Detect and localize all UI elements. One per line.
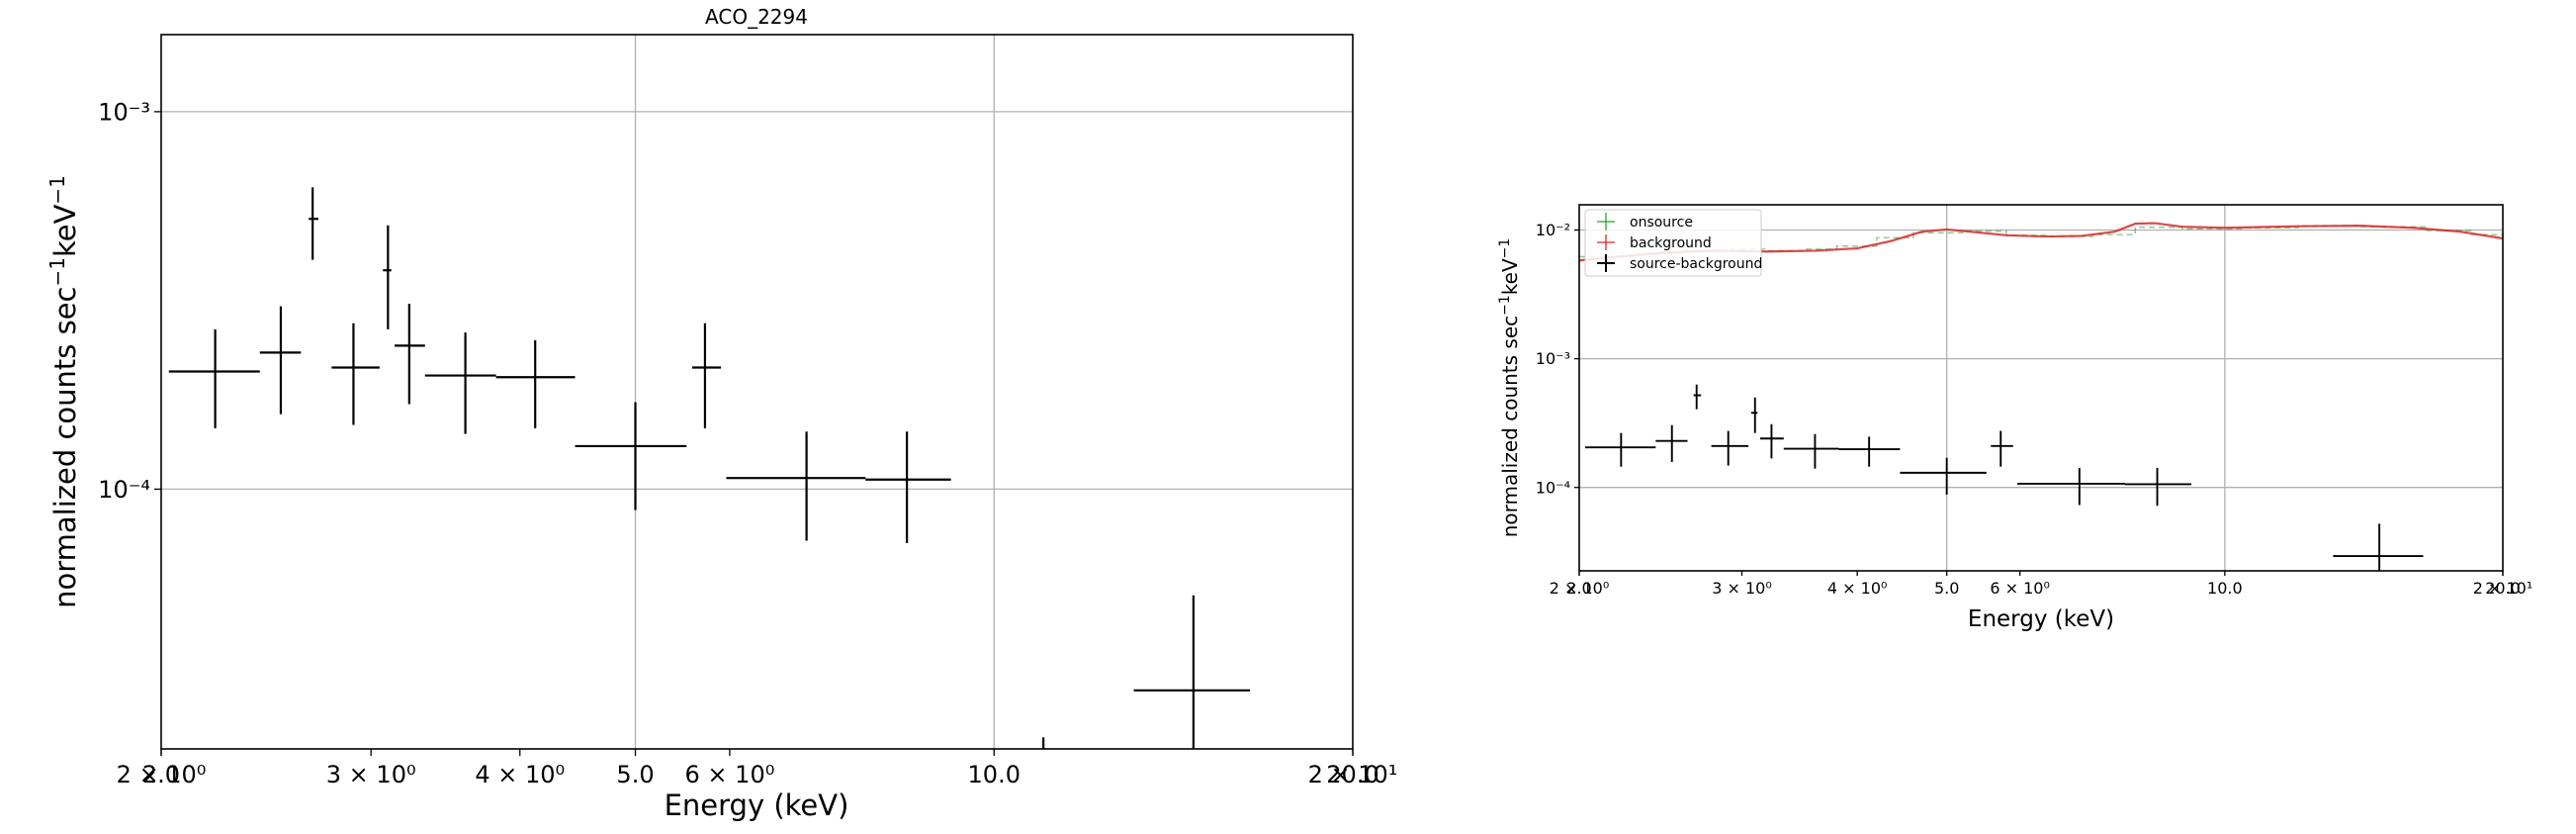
error-bar-point	[331, 323, 380, 425]
error-bar-point	[865, 431, 951, 543]
x-tick-label: 6 × 10⁰	[685, 761, 775, 788]
error-bar-point	[309, 187, 318, 260]
x-tick-label: 2 × 10⁰	[1550, 579, 1610, 598]
legend: onsource background source-background	[1584, 209, 1762, 277]
error-bar-point	[383, 225, 392, 329]
legend-item-onsource: onsource	[1597, 213, 1693, 231]
y-axis-label-kev: keV	[48, 204, 82, 257]
x-tick-label: 2 × 10¹	[2473, 579, 2533, 598]
x-tick-label: 2 × 10⁰	[117, 761, 207, 788]
error-bar-point	[726, 431, 866, 541]
legend-item-source-background: source-background	[1597, 254, 1762, 272]
error-bar-point	[2125, 467, 2192, 507]
y-axis-label-exp2: −1	[45, 175, 69, 204]
x-axis-label: Energy (keV)	[665, 788, 849, 822]
x-tick-label: 10.0	[2207, 579, 2243, 598]
error-bar-point	[1838, 436, 1901, 467]
error-bar-point	[1133, 595, 1251, 749]
x-tick-label: 2.0	[142, 761, 180, 788]
x-tick-label: 20.0	[1326, 761, 1378, 788]
error-bar-point	[495, 339, 576, 428]
y-axis-label-units: normalized counts sec	[48, 287, 82, 608]
error-bar-point	[1991, 430, 2013, 467]
x-tick-label: 4 × 10⁰	[475, 761, 565, 788]
main-spectrum-panel: 2.02 × 10⁰ 3 × 10⁰ 4 × 10⁰ 5.0 6 × 10⁰ 10.0 20…	[45, 5, 1397, 822]
error-bar-point	[395, 303, 425, 405]
error-bar-point	[1783, 433, 1839, 469]
error-bar-point	[168, 328, 260, 428]
x-tick-label: 3 × 10⁰	[326, 761, 416, 788]
y-tick-label: 10⁻³	[98, 98, 150, 126]
error-bar-point	[1693, 384, 1702, 410]
y-tick-label: 10⁻⁴	[1536, 478, 1570, 497]
error-bar-point	[691, 323, 722, 428]
error-bar-point	[575, 402, 687, 510]
x-tick-label: 10.0	[968, 761, 1021, 788]
error-bar-point	[1750, 397, 1758, 433]
x-tick-label: 5.0	[1934, 579, 1959, 598]
legend-onsource-label: onsource	[1630, 215, 1693, 231]
x-tick-label: 20.0	[2485, 579, 2521, 598]
legend-source-background-label: source-background	[1630, 256, 1762, 272]
legend-onsource-marker	[1597, 213, 1615, 231]
y-axis-label-units: normalized counts sec	[1498, 316, 1522, 537]
y-axis-label: normalized counts sec−1keV−1	[1497, 238, 1522, 538]
x-tick-label: 3 × 10⁰	[1712, 579, 1772, 598]
comparison-plot-frame	[1578, 204, 2504, 572]
error-bar-point	[2016, 467, 2126, 506]
legend-item-background: background	[1597, 234, 1712, 251]
y-tick-label: 10⁻⁴	[98, 476, 150, 504]
error-bar-point	[1759, 423, 1784, 459]
x-tick-label: 4 × 10⁰	[1827, 579, 1888, 598]
comparison-spectrum-panel: 2.02 × 10⁰ 3 × 10⁰ 4 × 10⁰ 5.0 6 × 10⁰ 10.0 20…	[1497, 204, 2533, 632]
x-tick-label: 5.0	[616, 761, 654, 788]
y-tick-label: 10⁻²	[1536, 221, 1570, 239]
error-bar-point	[2333, 523, 2424, 571]
x-tick-label: 6 × 10⁰	[1990, 579, 2050, 598]
error-bar-point	[1711, 430, 1749, 466]
legend-background-marker	[1597, 234, 1615, 250]
error-bar-point	[424, 332, 496, 434]
main-plot-frame	[160, 34, 1354, 750]
y-axis-label-kev: keV	[1498, 258, 1522, 295]
y-axis-label-exp2: −1	[1497, 238, 1513, 259]
y-tick-label: 10⁻³	[1536, 349, 1570, 368]
y-axis-label-exp1: −1	[45, 257, 69, 286]
y-axis-label-exp1: −1	[1497, 295, 1513, 316]
legend-background-label: background	[1630, 235, 1712, 251]
y-axis-label: normalized counts sec−1keV−1	[45, 175, 82, 608]
legend-source-background-marker	[1597, 254, 1615, 272]
x-tick-label: 2.0	[1566, 579, 1591, 598]
legend-box	[1584, 209, 1762, 277]
error-bar-point	[1585, 432, 1656, 467]
error-bar-point	[259, 306, 302, 415]
x-axis-label: Energy (keV)	[1968, 606, 2114, 632]
error-bar-point	[1655, 424, 1688, 462]
chart-title: ACO_2294	[705, 5, 808, 29]
x-tick-label: 2 × 10¹	[1308, 761, 1398, 788]
error-bar-point	[1900, 457, 1987, 495]
